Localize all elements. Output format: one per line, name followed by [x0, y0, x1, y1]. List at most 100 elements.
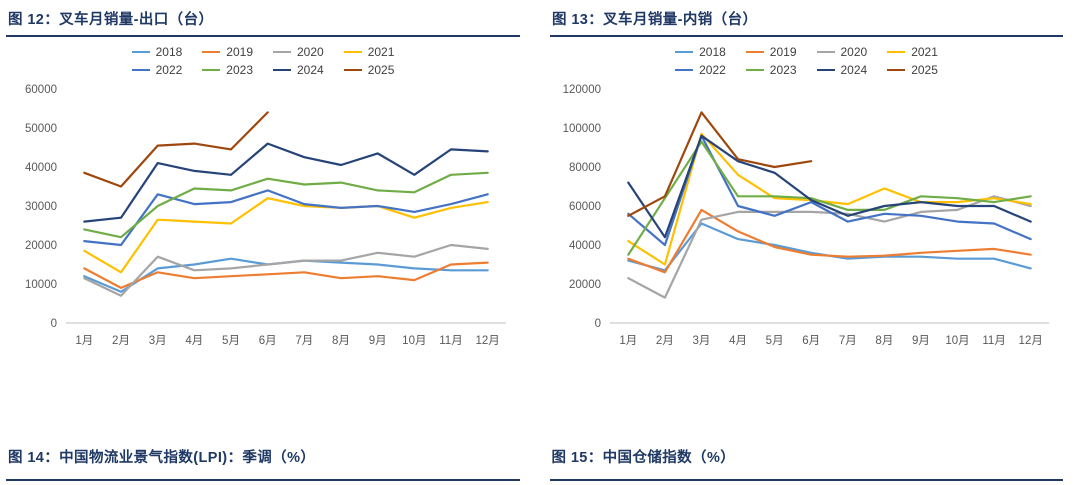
legend-line-swatch: [343, 68, 362, 72]
figure-13-divider: [550, 35, 1063, 37]
y-tick-label: 0: [595, 318, 601, 330]
legend-item-2025: 2025: [887, 63, 938, 77]
x-tick-label: 7月: [295, 335, 313, 347]
x-tick-label: 10月: [945, 335, 969, 347]
legend-line-swatch: [273, 68, 291, 72]
legend-line-swatch: [202, 68, 221, 72]
bottom-figures-row: 图 14：中国物流业景气指数(LPI)：季调（%） 图 15：中国仓储指数（%）: [6, 444, 1063, 481]
legend-row: 2022 2023 2024 2025: [675, 63, 938, 77]
x-tick-label: 3月: [149, 335, 167, 347]
legend-item-2024: 2024: [816, 63, 868, 77]
y-axis-labels: 0 10000 20000 30000 40000 50000 60000: [25, 84, 57, 330]
legend-item-2018: 2018: [131, 45, 183, 59]
series-2019-line: [627, 208, 1032, 274]
legend-label: 2020: [840, 45, 868, 59]
figure-12: 图 12：叉车月销量-出口（台） 2018 2019 2020 2021 2022 202…: [6, 6, 520, 353]
figure-15-title: 图 15：中国仓储指数（%）: [551, 450, 736, 466]
chart-plot-area: 0 10000 20000 30000 40000 50000 60000 1月 2月 3月 4月 5…: [6, 81, 520, 353]
y-tick-label: 60000: [569, 201, 601, 213]
y-tick-label: 0: [51, 318, 57, 330]
legend-row: 2022 2023 2024 2025: [131, 63, 395, 77]
legend-line-swatch: [745, 68, 764, 72]
x-tick-label: 5月: [766, 335, 784, 347]
y-tick-label: 10000: [25, 279, 57, 291]
legend-label: 2019: [226, 45, 253, 59]
x-tick-label: 1月: [619, 335, 637, 347]
legend-label: 2023: [226, 63, 253, 77]
legend-item-2023: 2023: [745, 63, 797, 77]
x-tick-label: 6月: [259, 335, 277, 347]
x-tick-label: 8月: [875, 335, 893, 347]
y-tick-label: 30000: [25, 201, 57, 213]
figure-12-title: 图 12：叉车月销量-出口（台）: [8, 12, 214, 28]
x-tick-label: 1月: [75, 335, 93, 347]
legend-label: 2025: [367, 63, 395, 77]
y-tick-label: 100000: [563, 123, 601, 135]
legend-label: 2018: [699, 45, 726, 59]
x-tick-label: 9月: [369, 335, 387, 347]
figure-12-chart: 2018 2019 2020 2021 2022 2023 2024 2025 0 10000 2…: [6, 45, 520, 353]
x-tick-label: 7月: [839, 335, 857, 347]
legend-row: 2018 2019 2020 2021: [675, 45, 938, 59]
legend-item-2018: 2018: [675, 45, 726, 59]
legend-item-2020: 2020: [816, 45, 868, 59]
legend-line-swatch: [816, 50, 835, 54]
series-2022-line: [83, 189, 489, 247]
legend-row: 2018 2019 2020 2021: [131, 45, 395, 59]
legend-label: 2024: [840, 63, 868, 77]
x-axis-labels: 1月 2月 3月 4月 5月 6月 7月 8月 9月 10月 11月 12月: [75, 335, 499, 347]
legend-line-swatch: [202, 50, 221, 54]
series-2024-line: [627, 134, 1032, 239]
y-tick-label: 50000: [25, 123, 57, 135]
legend-line-swatch: [273, 50, 291, 54]
y-tick-label: 40000: [569, 240, 601, 252]
series-2022-line: [627, 134, 1032, 247]
x-tick-label: 4月: [185, 335, 203, 347]
legend-item-2022: 2022: [131, 63, 183, 77]
x-tick-label: 2月: [112, 335, 130, 347]
y-axis-labels: 0 20000 40000 60000 80000 100000 120000: [563, 84, 601, 330]
x-tick-label: 10月: [402, 335, 426, 347]
legend-line-swatch: [675, 68, 694, 72]
figure-13-title: 图 13：叉车月销量-内销（台）: [552, 12, 758, 28]
chart-plot-area: 0 20000 40000 60000 80000 100000 120000 1月 2月 3月 4…: [550, 81, 1063, 353]
legend-label: 2022: [155, 63, 183, 77]
series-2019-line: [83, 261, 489, 289]
series-2020-line: [83, 243, 489, 297]
legend-line-swatch: [887, 50, 906, 54]
figure-13-chart: 2018 2019 2020 2021 2022 2023 2024 2025 0 20000 4…: [550, 45, 1063, 353]
chart-legend: 2018 2019 2020 2021 2022 2023 2024 2025: [6, 45, 520, 77]
legend-label: 2018: [155, 45, 183, 59]
series-2025-line: [627, 111, 813, 217]
chart-legend: 2018 2019 2020 2021 2022 2023 2024 2025: [550, 45, 1063, 77]
figure-15-divider: [549, 479, 1063, 481]
legend-line-swatch: [745, 50, 764, 54]
legend-label: 2022: [699, 63, 726, 77]
figure-15: 图 15：中国仓储指数（%）: [549, 444, 1063, 481]
legend-item-2019: 2019: [202, 45, 253, 59]
series-2025-line: [83, 111, 269, 188]
line-chart: 0 10000 20000 30000 40000 50000 60000 1月 2月 3月 4月 5…: [25, 84, 506, 347]
x-tick-label: 2月: [656, 335, 674, 347]
legend-item-2024: 2024: [273, 63, 324, 77]
legend-line-swatch: [887, 68, 906, 72]
x-tick-label: 12月: [1019, 335, 1043, 347]
figure-12-divider: [6, 35, 520, 37]
series-2023-line: [627, 140, 1032, 256]
x-tick-label: 3月: [693, 335, 711, 347]
legend-item-2022: 2022: [675, 63, 726, 77]
legend-item-2020: 2020: [273, 45, 324, 59]
line-chart: 0 20000 40000 60000 80000 100000 120000 1月 2月 3月 4…: [563, 84, 1049, 347]
y-tick-label: 20000: [569, 279, 601, 291]
legend-item-2021: 2021: [887, 45, 938, 59]
legend-line-swatch: [675, 50, 694, 54]
x-tick-label: 6月: [802, 335, 820, 347]
legend-label: 2024: [297, 63, 324, 77]
legend-item-2021: 2021: [343, 45, 395, 59]
y-tick-label: 120000: [563, 84, 601, 96]
x-axis-labels: 1月 2月 3月 4月 5月 6月 7月 8月 9月 10月 11月 12月: [619, 335, 1043, 347]
legend-label: 2021: [367, 45, 395, 59]
legend-item-2023: 2023: [202, 63, 253, 77]
legend-line-swatch: [343, 50, 362, 54]
